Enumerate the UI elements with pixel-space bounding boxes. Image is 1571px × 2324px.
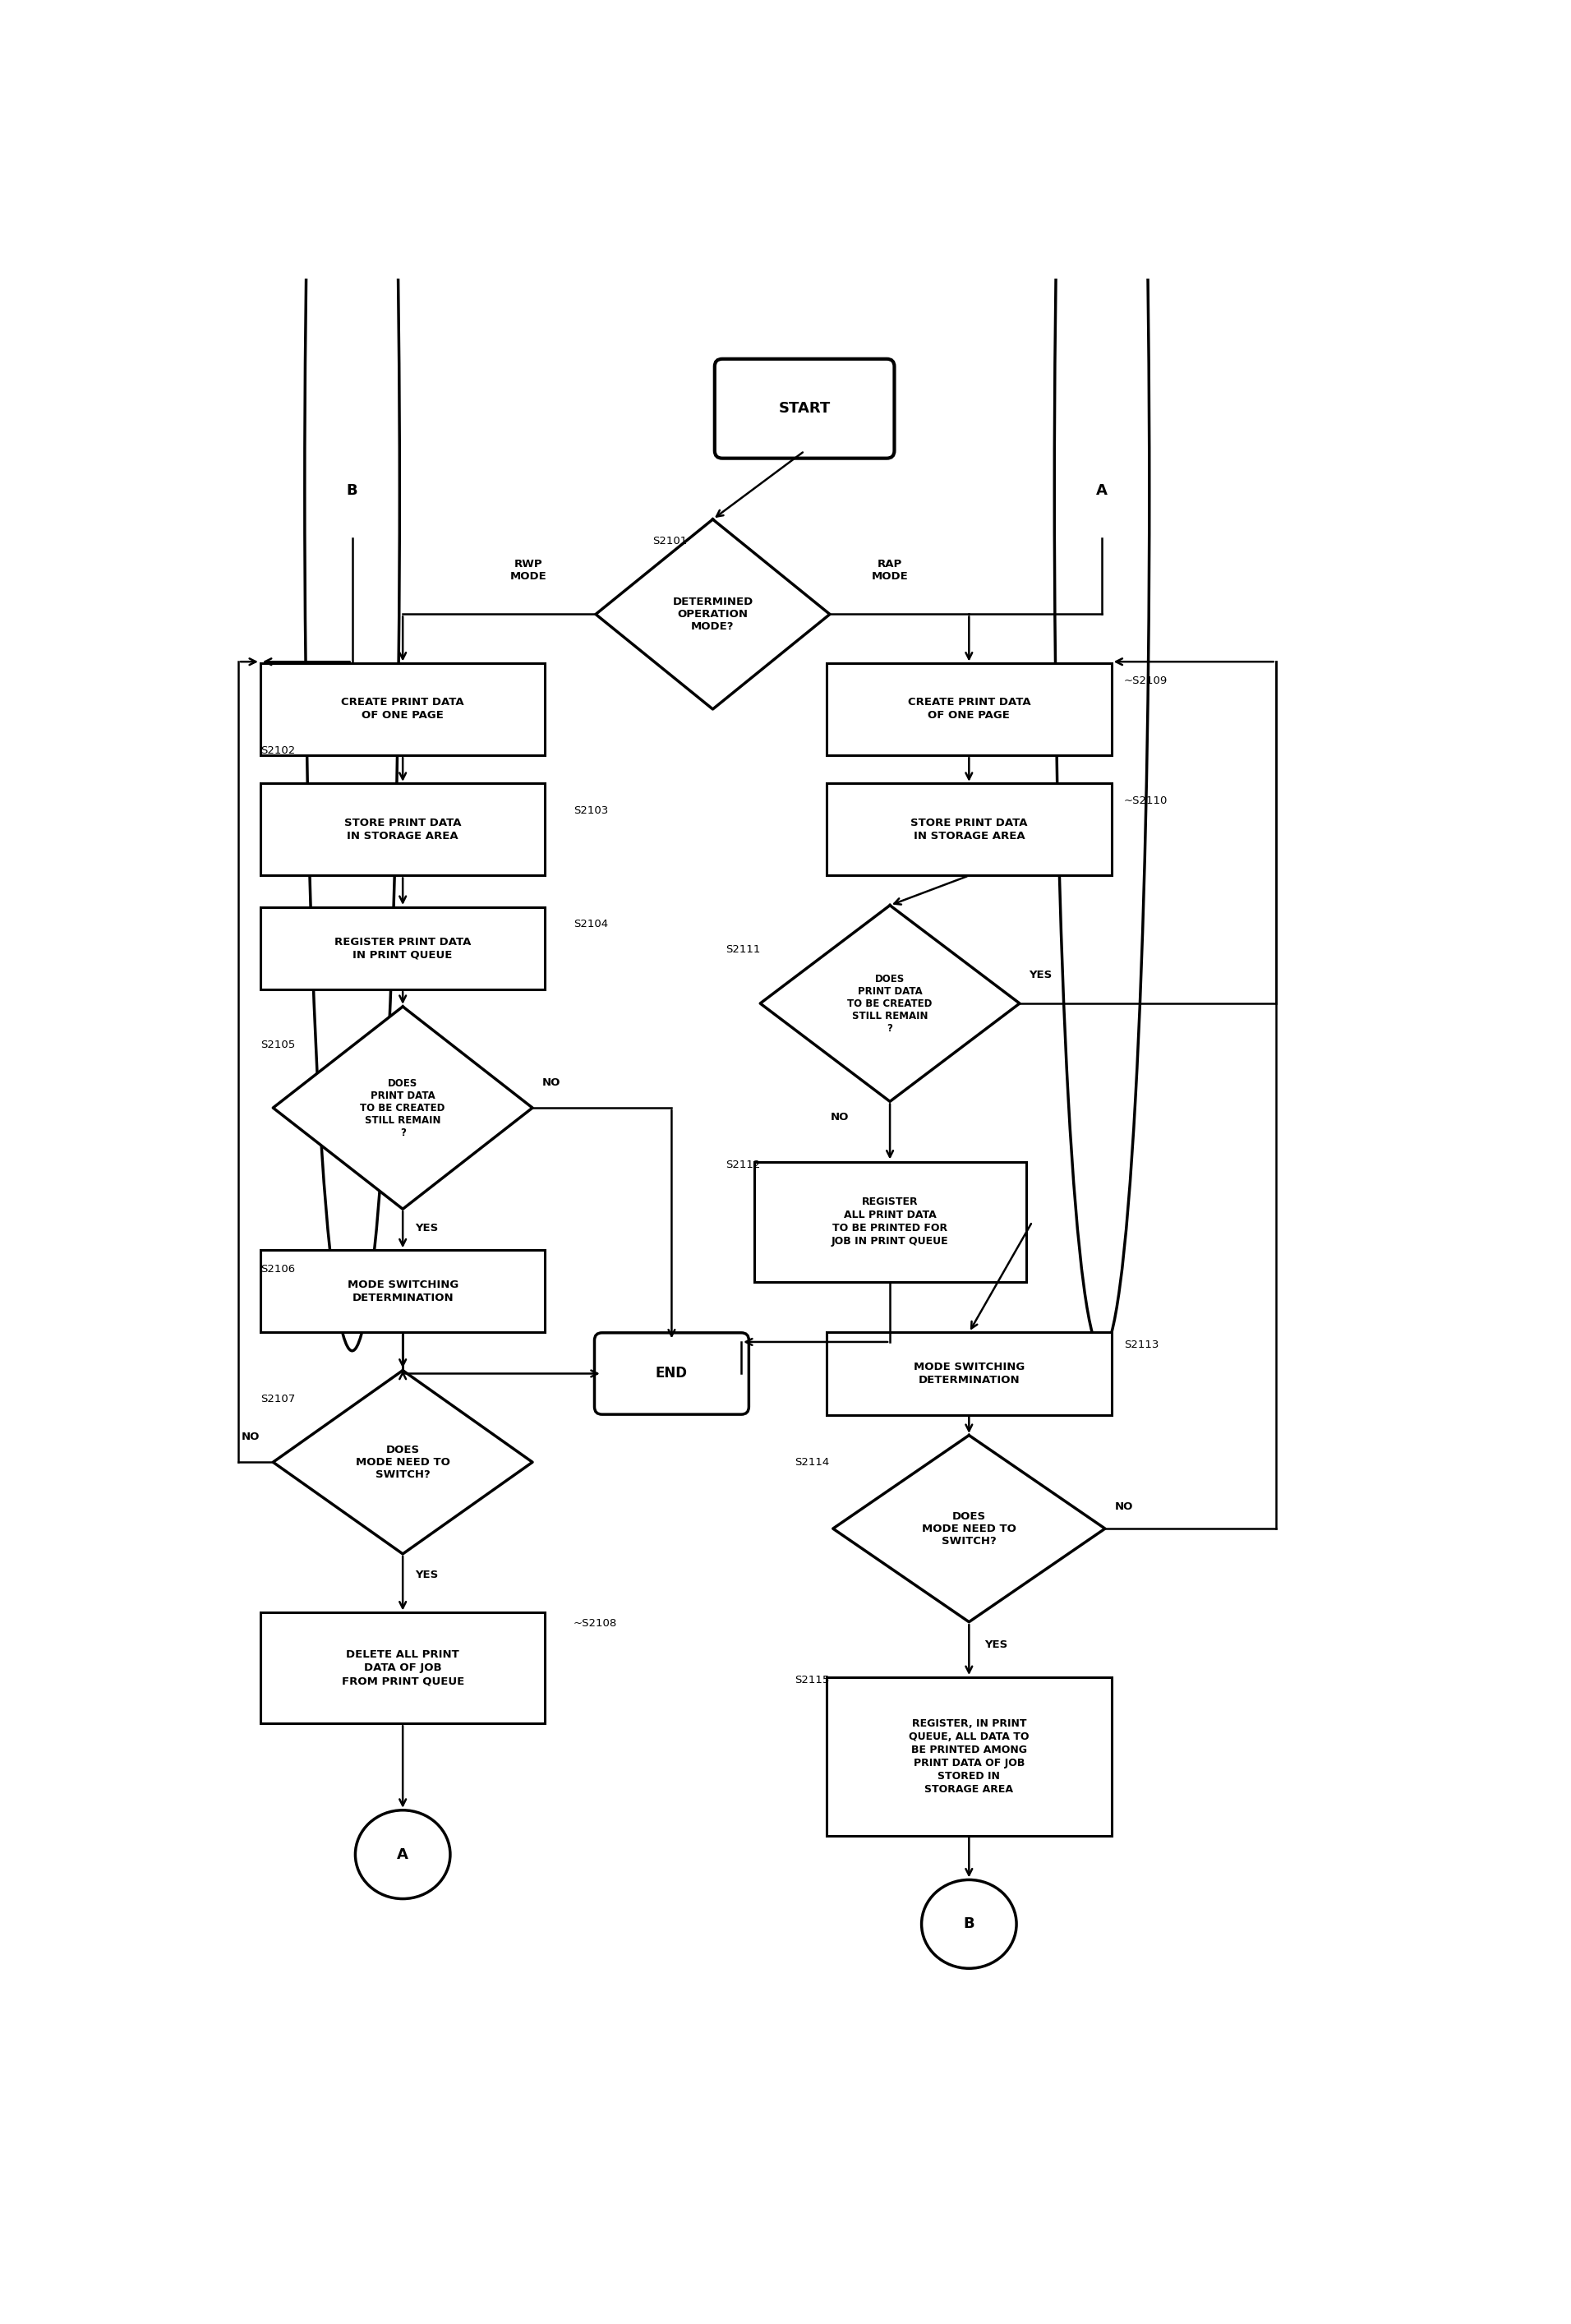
Bar	[826, 783, 1111, 876]
Bar	[261, 662, 545, 755]
Polygon shape	[273, 1371, 533, 1555]
Text: DETERMINED
OPERATION
MODE?: DETERMINED OPERATION MODE?	[672, 597, 753, 632]
Text: STORE PRINT DATA
IN STORAGE AREA: STORE PRINT DATA IN STORAGE AREA	[911, 818, 1027, 841]
Bar	[261, 1613, 545, 1722]
Text: STORE PRINT DATA
IN STORAGE AREA: STORE PRINT DATA IN STORAGE AREA	[344, 818, 462, 841]
Text: CREATE PRINT DATA
OF ONE PAGE: CREATE PRINT DATA OF ONE PAGE	[341, 697, 463, 720]
Text: S2113: S2113	[1123, 1339, 1159, 1350]
Text: B: B	[347, 483, 358, 497]
Bar	[754, 1162, 1026, 1283]
Bar	[261, 906, 545, 990]
Text: REGISTER, IN PRINT
QUEUE, ALL DATA TO
BE PRINTED AMONG
PRINT DATA OF JOB
STORED : REGISTER, IN PRINT QUEUE, ALL DATA TO BE…	[908, 1717, 1029, 1794]
Text: S2105: S2105	[261, 1039, 295, 1050]
Text: MODE SWITCHING
DETERMINATION: MODE SWITCHING DETERMINATION	[347, 1281, 459, 1304]
Text: MODE SWITCHING
DETERMINATION: MODE SWITCHING DETERMINATION	[913, 1362, 1024, 1385]
Text: START: START	[779, 402, 831, 416]
Text: A: A	[397, 1848, 408, 1862]
Text: S2112: S2112	[726, 1160, 760, 1169]
Text: REGISTER
ALL PRINT DATA
TO BE PRINTED FOR
JOB IN PRINT QUEUE: REGISTER ALL PRINT DATA TO BE PRINTED FO…	[831, 1197, 949, 1246]
Text: S2114: S2114	[795, 1457, 829, 1466]
Text: S2111: S2111	[726, 944, 760, 955]
Text: B: B	[963, 1917, 974, 1931]
Bar	[826, 1332, 1111, 1415]
Text: A: A	[1097, 483, 1108, 497]
Polygon shape	[833, 1436, 1104, 1622]
Text: YES: YES	[415, 1569, 438, 1580]
Bar	[826, 1678, 1111, 1836]
Text: S2101: S2101	[652, 537, 688, 546]
FancyBboxPatch shape	[594, 1332, 749, 1415]
Bar	[261, 1250, 545, 1332]
Text: NO: NO	[1114, 1501, 1133, 1513]
Text: RAP
MODE: RAP MODE	[872, 558, 908, 581]
FancyBboxPatch shape	[715, 358, 894, 458]
Text: ~S2108: ~S2108	[573, 1618, 617, 1629]
Text: DOES
PRINT DATA
TO BE CREATED
STILL REMAIN
?: DOES PRINT DATA TO BE CREATED STILL REMA…	[847, 974, 932, 1034]
Ellipse shape	[922, 1880, 1016, 1968]
Ellipse shape	[305, 0, 399, 1350]
Text: S2103: S2103	[573, 804, 608, 816]
Text: CREATE PRINT DATA
OF ONE PAGE: CREATE PRINT DATA OF ONE PAGE	[908, 697, 1031, 720]
Text: DOES
PRINT DATA
TO BE CREATED
STILL REMAIN
?: DOES PRINT DATA TO BE CREATED STILL REMA…	[360, 1078, 445, 1139]
Ellipse shape	[1054, 0, 1150, 1350]
Polygon shape	[273, 1006, 533, 1208]
Text: NO: NO	[542, 1076, 561, 1088]
Text: DOES
MODE NEED TO
SWITCH?: DOES MODE NEED TO SWITCH?	[355, 1446, 449, 1480]
Text: S2104: S2104	[573, 918, 608, 930]
Text: S2106: S2106	[261, 1264, 295, 1274]
Polygon shape	[760, 906, 1020, 1102]
Text: REGISTER PRINT DATA
IN PRINT QUEUE: REGISTER PRINT DATA IN PRINT QUEUE	[335, 937, 471, 960]
Text: YES: YES	[985, 1638, 1009, 1650]
Text: RWP
MODE: RWP MODE	[509, 558, 547, 581]
Bar	[261, 783, 545, 876]
Polygon shape	[595, 518, 829, 709]
Text: YES: YES	[1029, 969, 1053, 981]
Text: ~S2109: ~S2109	[1123, 676, 1167, 686]
Text: NO: NO	[242, 1432, 259, 1443]
Text: ~S2110: ~S2110	[1123, 795, 1167, 806]
Text: DELETE ALL PRINT
DATA OF JOB
FROM PRINT QUEUE: DELETE ALL PRINT DATA OF JOB FROM PRINT …	[341, 1650, 463, 1687]
Text: DOES
MODE NEED TO
SWITCH?: DOES MODE NEED TO SWITCH?	[922, 1511, 1016, 1545]
Text: S2107: S2107	[261, 1394, 295, 1404]
Ellipse shape	[355, 1810, 451, 1899]
Text: S2115: S2115	[795, 1676, 829, 1685]
Text: END: END	[655, 1367, 688, 1380]
Bar	[826, 662, 1111, 755]
Text: NO: NO	[831, 1111, 848, 1122]
Text: S2102: S2102	[261, 746, 295, 755]
Text: YES: YES	[415, 1222, 438, 1234]
